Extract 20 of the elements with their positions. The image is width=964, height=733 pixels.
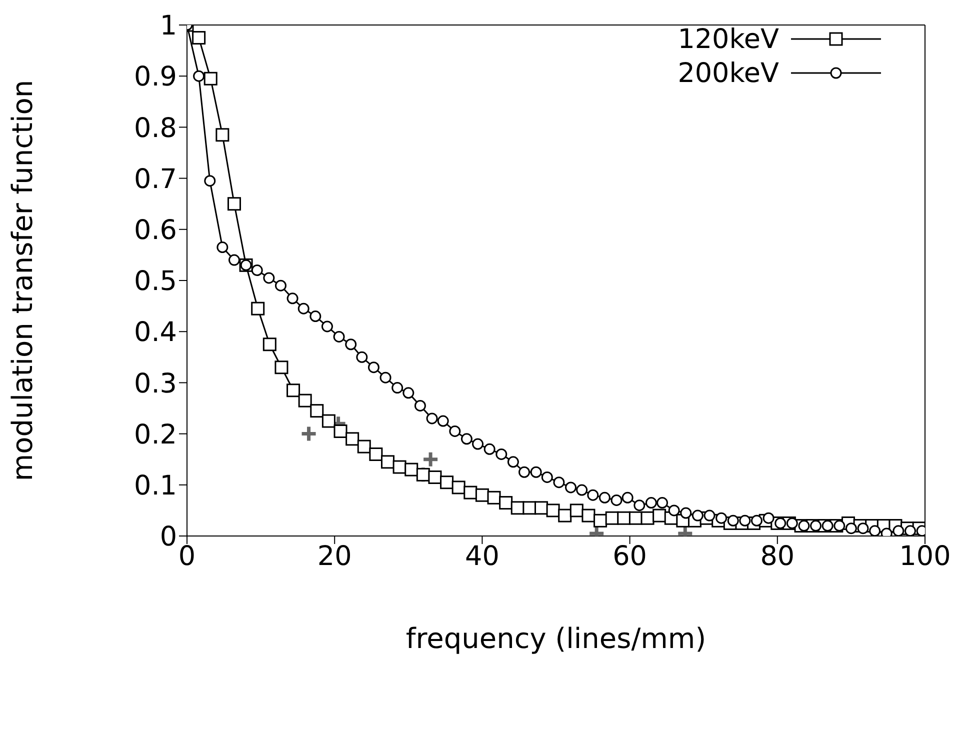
y-tick-label: 0.4 — [134, 317, 177, 348]
y-tick-label: 0.8 — [134, 112, 177, 144]
x-tick-label: 80 — [760, 541, 795, 572]
legend-label: 200keV — [678, 58, 779, 88]
x-tick-label: 60 — [612, 541, 647, 572]
y-tick-label: 0.5 — [134, 266, 177, 298]
y-tick-label: 0.7 — [134, 164, 177, 195]
y-tick-label: 0.3 — [134, 368, 177, 400]
x-tick-label: 20 — [317, 541, 352, 572]
x-tick-label: 40 — [465, 541, 500, 572]
y-tick-label: 0 — [160, 522, 177, 553]
y-tick-label: 1 — [160, 10, 177, 42]
legend-label: 120keV — [678, 24, 779, 54]
y-tick-label: 0.2 — [134, 419, 177, 450]
y-tick-label: 0.1 — [134, 470, 177, 502]
x-tick-label: 100 — [899, 541, 951, 572]
y-tick-label: 0.6 — [134, 214, 177, 246]
y-tick-label: 0.9 — [134, 62, 177, 93]
y-axis-title: modulation transfer function — [6, 80, 39, 482]
x-axis-title: frequency (lines/mm) — [406, 622, 706, 655]
